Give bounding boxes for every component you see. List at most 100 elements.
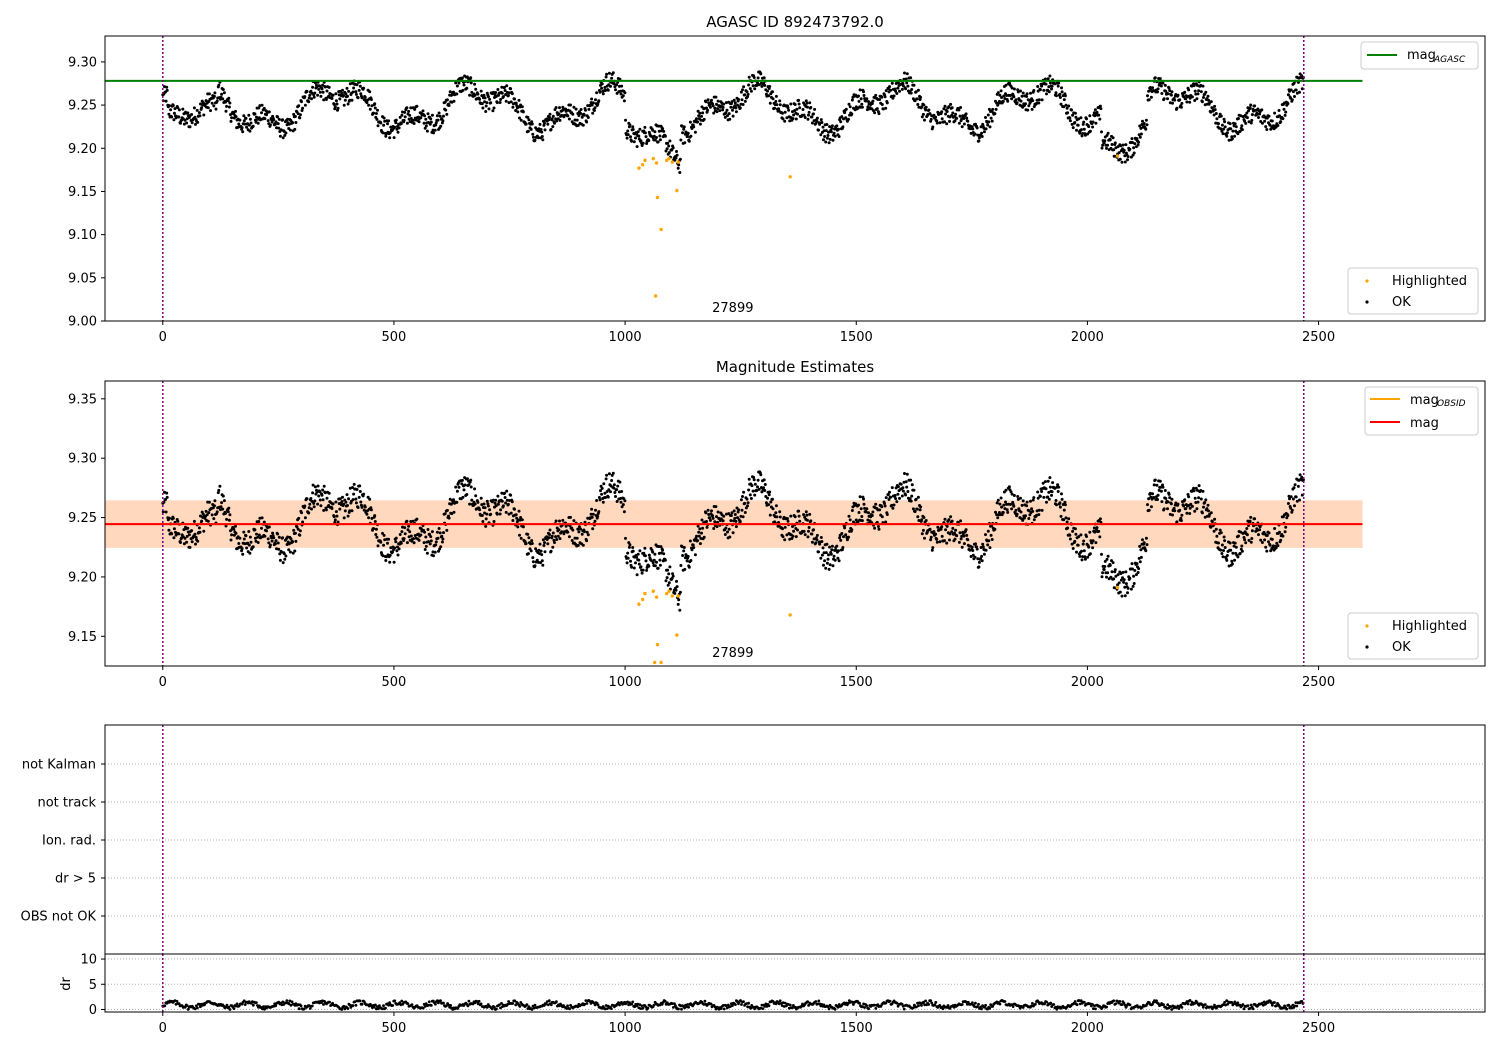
ok-point bbox=[478, 97, 482, 101]
ok-point bbox=[980, 559, 984, 563]
dr-point bbox=[227, 1005, 231, 1009]
ok-point bbox=[493, 501, 497, 505]
ok-point bbox=[1267, 531, 1271, 535]
ok-point bbox=[850, 112, 854, 116]
ok-point bbox=[843, 526, 847, 530]
dr-point bbox=[456, 1007, 460, 1010]
dr-point bbox=[609, 1007, 613, 1010]
ok-point bbox=[465, 477, 469, 481]
ok-point bbox=[657, 129, 661, 133]
ok-point bbox=[989, 533, 993, 537]
ok-point bbox=[702, 535, 706, 539]
ok-point bbox=[1151, 86, 1154, 90]
ok-point bbox=[1040, 508, 1044, 512]
ok-point bbox=[350, 509, 354, 513]
ok-point bbox=[787, 108, 791, 112]
ok-point bbox=[957, 121, 961, 125]
ok-point bbox=[1229, 127, 1233, 131]
ok-point bbox=[547, 536, 551, 540]
ok-point bbox=[591, 111, 595, 115]
ok-point bbox=[955, 116, 959, 120]
ok-point bbox=[186, 111, 190, 115]
ok-point bbox=[911, 507, 915, 511]
ok-point bbox=[230, 116, 234, 120]
ok-point bbox=[964, 528, 968, 532]
ok-point bbox=[828, 125, 832, 129]
dr-point bbox=[274, 1004, 278, 1008]
ok-point bbox=[1260, 121, 1264, 125]
ok-point bbox=[1207, 98, 1210, 102]
dr-point bbox=[736, 1000, 739, 1003]
ok-point bbox=[277, 126, 281, 130]
ok-point bbox=[295, 525, 299, 529]
dr-point bbox=[251, 1003, 255, 1007]
ok-point bbox=[1091, 125, 1095, 129]
ok-point bbox=[865, 507, 869, 511]
ok-point bbox=[272, 118, 276, 122]
ok-point bbox=[457, 485, 461, 489]
ok-point bbox=[256, 535, 260, 539]
dr-point bbox=[922, 1000, 925, 1004]
ok-point bbox=[504, 99, 508, 103]
ok-point bbox=[949, 515, 953, 519]
ok-point bbox=[244, 116, 248, 120]
ok-point bbox=[708, 518, 712, 522]
ok-point bbox=[293, 531, 297, 535]
ok-point bbox=[311, 483, 315, 487]
ok-point bbox=[984, 533, 987, 537]
ok-point bbox=[1112, 148, 1116, 152]
dr-point bbox=[555, 1000, 558, 1004]
ok-point bbox=[403, 110, 407, 114]
ok-point bbox=[473, 502, 477, 506]
dr-point bbox=[783, 1001, 787, 1005]
ok-point bbox=[399, 122, 403, 126]
ok-point bbox=[298, 116, 302, 120]
ok-point bbox=[628, 543, 632, 547]
ok-point bbox=[217, 83, 221, 87]
ok-point bbox=[722, 102, 726, 106]
ok-point bbox=[1050, 84, 1054, 88]
ok-point bbox=[1082, 549, 1086, 553]
ok-point bbox=[668, 139, 672, 143]
ok-point bbox=[164, 497, 168, 501]
ok-point bbox=[426, 112, 430, 116]
ok-point bbox=[678, 590, 682, 594]
ok-point bbox=[365, 101, 369, 105]
ok-point bbox=[276, 122, 280, 126]
ok-point bbox=[880, 95, 884, 99]
ok-point bbox=[257, 520, 261, 523]
ok-point bbox=[724, 512, 728, 516]
x-tick-label: 1500 bbox=[840, 675, 873, 690]
ok-point bbox=[1029, 91, 1032, 95]
ok-point bbox=[636, 552, 640, 556]
ok-point bbox=[210, 513, 214, 517]
ok-point bbox=[224, 511, 227, 515]
ok-point bbox=[774, 511, 778, 515]
ok-point bbox=[516, 110, 520, 114]
ok-point bbox=[460, 478, 464, 482]
ok-point bbox=[838, 536, 842, 540]
ok-point bbox=[417, 120, 421, 124]
ok-point bbox=[643, 554, 647, 558]
ok-point bbox=[888, 85, 891, 89]
ok-point bbox=[248, 129, 252, 133]
ok-point bbox=[1162, 97, 1166, 101]
ok-point bbox=[1015, 101, 1019, 105]
ok-point bbox=[543, 550, 547, 554]
ok-point bbox=[1087, 545, 1091, 549]
dr-point bbox=[920, 1004, 923, 1007]
ok-point bbox=[591, 527, 595, 531]
ok-point bbox=[1141, 538, 1144, 542]
ok-point bbox=[484, 104, 488, 108]
ok-point bbox=[1062, 98, 1066, 102]
dr-point bbox=[410, 1003, 414, 1006]
ok-point bbox=[539, 128, 543, 131]
ok-point bbox=[725, 108, 729, 112]
ok-point bbox=[172, 536, 176, 540]
dr-point bbox=[630, 1002, 634, 1006]
ok-point bbox=[1093, 530, 1097, 534]
ok-point bbox=[423, 114, 427, 118]
ok-point bbox=[991, 107, 995, 111]
ok-point bbox=[860, 515, 864, 518]
